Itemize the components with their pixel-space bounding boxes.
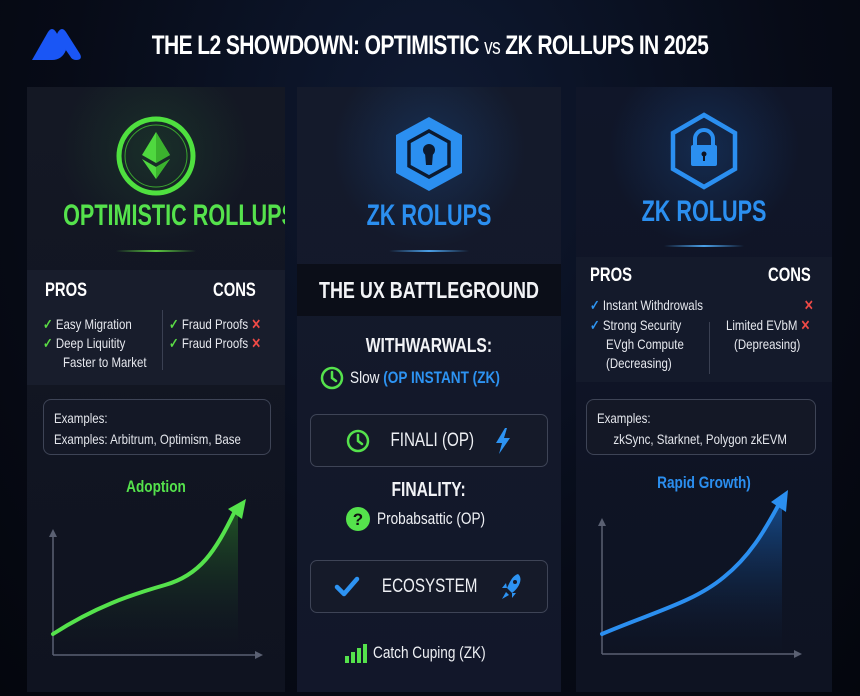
cross-icon: ✕ [251,335,261,351]
con-item: ✓ Fraud Proofs ✕ [169,335,261,351]
rapid-growth-chart [598,490,802,658]
keyhole-hexagon-icon [396,117,462,191]
page-title: THE L2 SHOWDOWN: OPTIMISTIC vs ZK ROLLUP… [151,30,709,60]
withdrawals-heading: WITHWARWALS: [365,335,493,357]
catch-up-row: Catch Cuping (ZK) [297,643,561,663]
finality-heading: FINALITY: [391,479,467,501]
pros-cons-box: PROS CONS ✓ Easy Migration ✓ Deep Liquit… [27,270,285,385]
check-icon: ✓ [43,316,53,332]
optimistic-title: OPTIMISTIC ROLLUPS [63,199,285,232]
pro-item: ✓ Deep Liquitity [43,335,126,351]
examples-box: Examples: zkSync, Starknet, Polygon zkEV… [586,399,816,455]
pro-item: Faster to Market [63,354,147,370]
adoption-chart-title: Adoption [126,477,186,496]
check-icon: ✓ [43,335,53,351]
pros-label: PROS [45,280,88,301]
check-icon [335,576,360,596]
ux-battleground-band: THE UX BATTLEGROUND [297,264,561,316]
withdrawals-row: Slow (OP INSTANT (ZK) [297,366,561,390]
ethereum-icon [116,116,196,196]
brand-logo-icon [32,29,81,60]
zk-rollups-panel: ZK ROLUPS PROS CONS ✓ Instant Withdrowal… [576,87,832,692]
cons-label: CONS [213,280,256,301]
con-cross: ✕ [804,297,814,314]
check-icon: ✓ [590,317,600,333]
pro-item: (Decreasing) [606,355,672,371]
ux-battleground-panel: ZK ROLUPS THE UX BATTLEGROUND WITHWARWAL… [297,87,561,692]
ecosystem-box: ECOSYSTEM [310,560,548,613]
finality-row: ? Probabsattic (OP) [297,506,561,532]
pro-item: ✓ Instant Withdrowals [590,297,703,313]
clock-icon [346,429,369,452]
pro-item: EVgh Compute [606,336,684,352]
con-item: Limited EVbM ✕ [726,317,811,333]
check-icon: ✓ [169,316,179,332]
cons-label: CONS [768,265,811,286]
padlock-hexagon-icon [670,112,738,190]
optimistic-rollups-panel: OPTIMISTIC ROLLUPS PROS CONS ✓ Easy Migr… [27,87,285,692]
pro-item: ✓ Easy Migration [43,316,132,332]
finali-box: FINALI (OP) [310,414,548,467]
question-icon: ? [346,507,371,531]
cross-icon: ✕ [251,316,261,332]
svg-text:?: ? [353,510,363,529]
check-icon: ✓ [169,335,179,351]
clock-icon [321,366,344,390]
rapid-growth-chart-title: Rapid Growth) [657,473,751,492]
con-item: (Depreasing) [734,336,801,352]
lightning-icon [496,427,511,454]
con-item: ✓ Fraud Proofs ✕ [169,316,261,332]
cross-icon: ✕ [800,317,811,333]
rocket-icon [501,573,521,599]
adoption-chart [49,499,263,659]
examples-box: Examples: Examples: Arbitrum, Optimism, … [43,399,271,455]
zk-title-middle: ZK ROLUPS [366,199,492,232]
check-icon: ✓ [590,297,600,313]
signal-bars-icon [344,644,367,663]
pros-label: PROS [590,265,633,286]
zk-title-right: ZK ROLUPS [641,195,767,228]
pro-item: ✓ Strong Security [590,317,682,333]
pros-cons-box: PROS CONS ✓ Instant Withdrowals ✓ Strong… [576,257,832,382]
cross-icon: ✕ [804,297,814,313]
